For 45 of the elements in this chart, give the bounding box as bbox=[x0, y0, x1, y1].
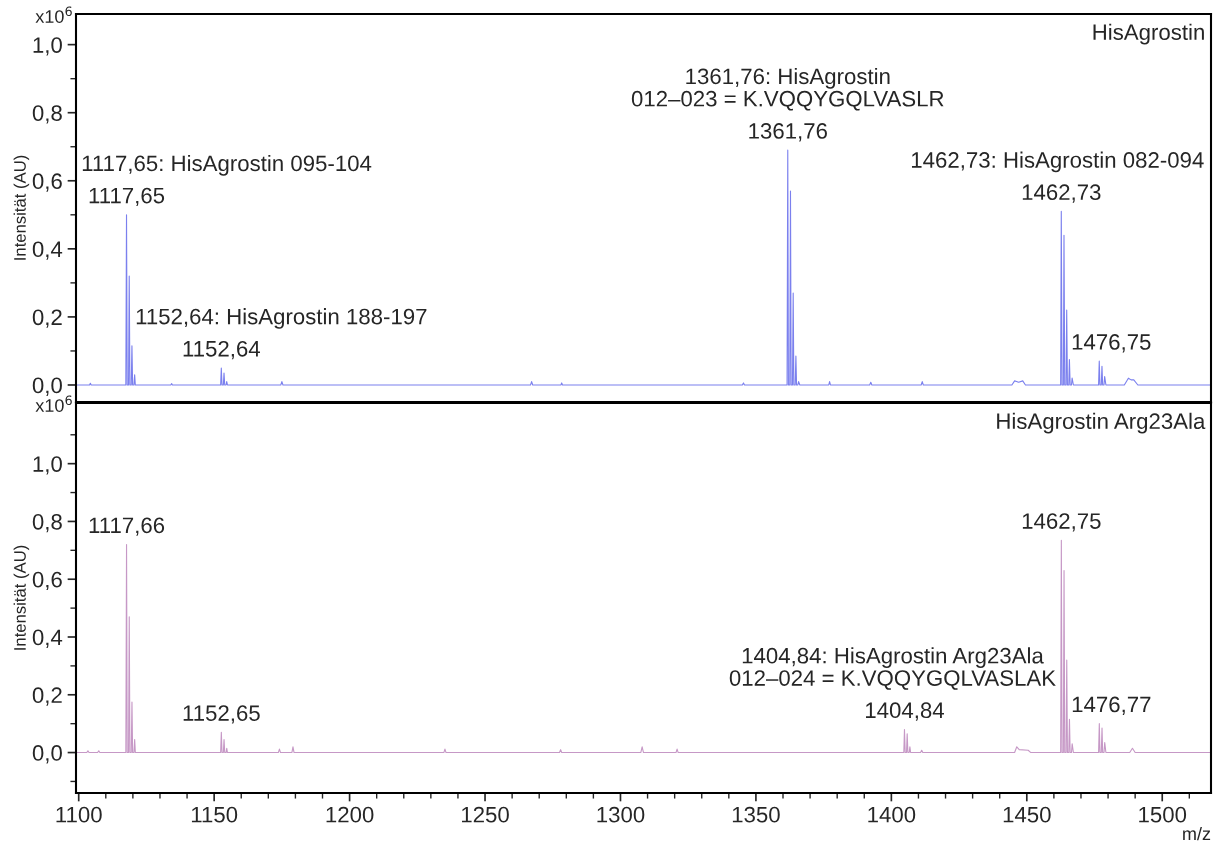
x-tick-label: 1500 bbox=[1139, 806, 1187, 823]
x-tick-label: 1200 bbox=[326, 806, 374, 823]
y-tick-label: 0,0 bbox=[32, 377, 62, 396]
y-tick-label: 0,2 bbox=[32, 687, 62, 706]
chart-title: HisAgrostin Arg23Ala bbox=[997, 412, 1206, 434]
annotation: 1476,77 bbox=[1072, 696, 1151, 715]
x-tick-label: 1350 bbox=[732, 806, 780, 823]
annotation: 1152,64 bbox=[183, 340, 260, 360]
text: x10$^{6}$ bbox=[35, 6, 72, 23]
annotation: 1152,65 bbox=[183, 705, 260, 724]
annotation: 1404,84: HisAgrostin Arg23Ala 012–024 = K.VQQYGQLVASLAK bbox=[729, 647, 1056, 690]
annotation: 1462,73: HisAgrostin 082-094 bbox=[911, 151, 1204, 173]
annotation: 1117,65 bbox=[89, 187, 165, 207]
y-tick-label: 0,4 bbox=[32, 629, 63, 648]
y-axis-title: Intensität (AU) bbox=[13, 545, 30, 650]
annotation: 1462,73 bbox=[1022, 184, 1101, 203]
y-tick-label: 0,2 bbox=[32, 309, 62, 328]
annotation: 1462,75 bbox=[1022, 513, 1101, 532]
x-tick-label: 1450 bbox=[1003, 806, 1051, 823]
y-tick-label: 0,6 bbox=[32, 173, 62, 192]
x-tick-label: 1400 bbox=[868, 806, 916, 823]
line-series bbox=[76, 539, 1211, 754]
chart-title: HisAgrostin bbox=[1093, 23, 1204, 45]
annotation: 1476,75 bbox=[1072, 334, 1151, 353]
annotation: 1404,84 bbox=[866, 702, 944, 721]
y-tick-label: 0,4 bbox=[32, 241, 63, 260]
x-tick-label: 1150 bbox=[191, 806, 238, 823]
annotation: 1361,76 bbox=[749, 123, 827, 142]
line-series bbox=[76, 149, 1211, 386]
y-tick-label: 1,0 bbox=[33, 37, 62, 56]
annotation: 1152,64: HisAgrostin 188-197 bbox=[136, 308, 427, 329]
y-tick-label: 0,6 bbox=[32, 571, 62, 591]
x-axis-title: m/z bbox=[1183, 826, 1211, 841]
y-axis-title: Intensität (AU) bbox=[13, 155, 30, 260]
y-tick-label: 0,0 bbox=[32, 745, 62, 764]
annotation: 1117,65: HisAgrostin 095-104 bbox=[82, 154, 372, 176]
x-tick-label: 1100 bbox=[56, 806, 102, 823]
text: x10$^{6}$ bbox=[35, 395, 72, 412]
annotation: 1361,76: HisAgrostin 012–023 = K.VQQYGQLVASLR bbox=[631, 67, 944, 111]
x-tick-label: 1250 bbox=[462, 806, 509, 823]
y-tick-label: 1,0 bbox=[33, 456, 62, 475]
x-tick-label: 1300 bbox=[597, 806, 645, 823]
y-tick-label: 0,8 bbox=[32, 513, 62, 533]
annotation: 1117,66 bbox=[89, 517, 165, 536]
y-tick-label: 0,8 bbox=[32, 105, 62, 124]
